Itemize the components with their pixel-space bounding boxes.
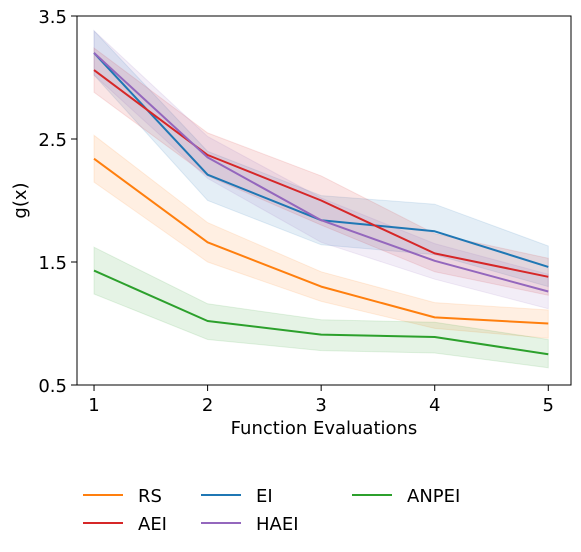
band-haei [93,29,549,310]
series-lines [93,52,549,356]
band-aei [93,47,549,296]
series-line-haei [93,52,549,293]
series-line-aei [93,69,549,278]
legend: RS EI ANPEI AEI HAEI [83,486,460,535]
band-rs [93,134,549,339]
legend-label-ei: EI [256,486,273,507]
plot-frame [76,15,572,386]
y-tick-label: 2.5 [38,130,67,151]
y-tick-label: 0.5 [38,376,67,397]
x-axis-label: Function Evaluations [231,418,418,439]
x-tick-label: 5 [543,395,554,416]
y-axis-ticks: 0.5 1.5 2.5 3.5 [38,7,77,397]
x-axis-ticks: 1 2 3 4 5 [88,385,554,416]
x-tick-label: 3 [315,395,326,416]
legend-label-haei: HAEI [256,514,299,535]
legend-label-anpei: ANPEI [407,486,460,507]
y-tick-label: 1.5 [38,253,67,274]
band-ei [93,29,549,288]
x-tick-label: 1 [88,395,99,416]
series-line-anpei [93,269,549,356]
x-tick-label: 2 [202,395,213,416]
series-line-rs [93,157,549,325]
legend-label-rs: RS [138,486,162,507]
confidence-bands [93,29,549,369]
y-axis-label: g(x) [10,182,31,218]
y-tick-label: 3.5 [38,7,67,28]
legend-label-aei: AEI [138,514,167,535]
x-tick-label: 4 [429,395,440,416]
